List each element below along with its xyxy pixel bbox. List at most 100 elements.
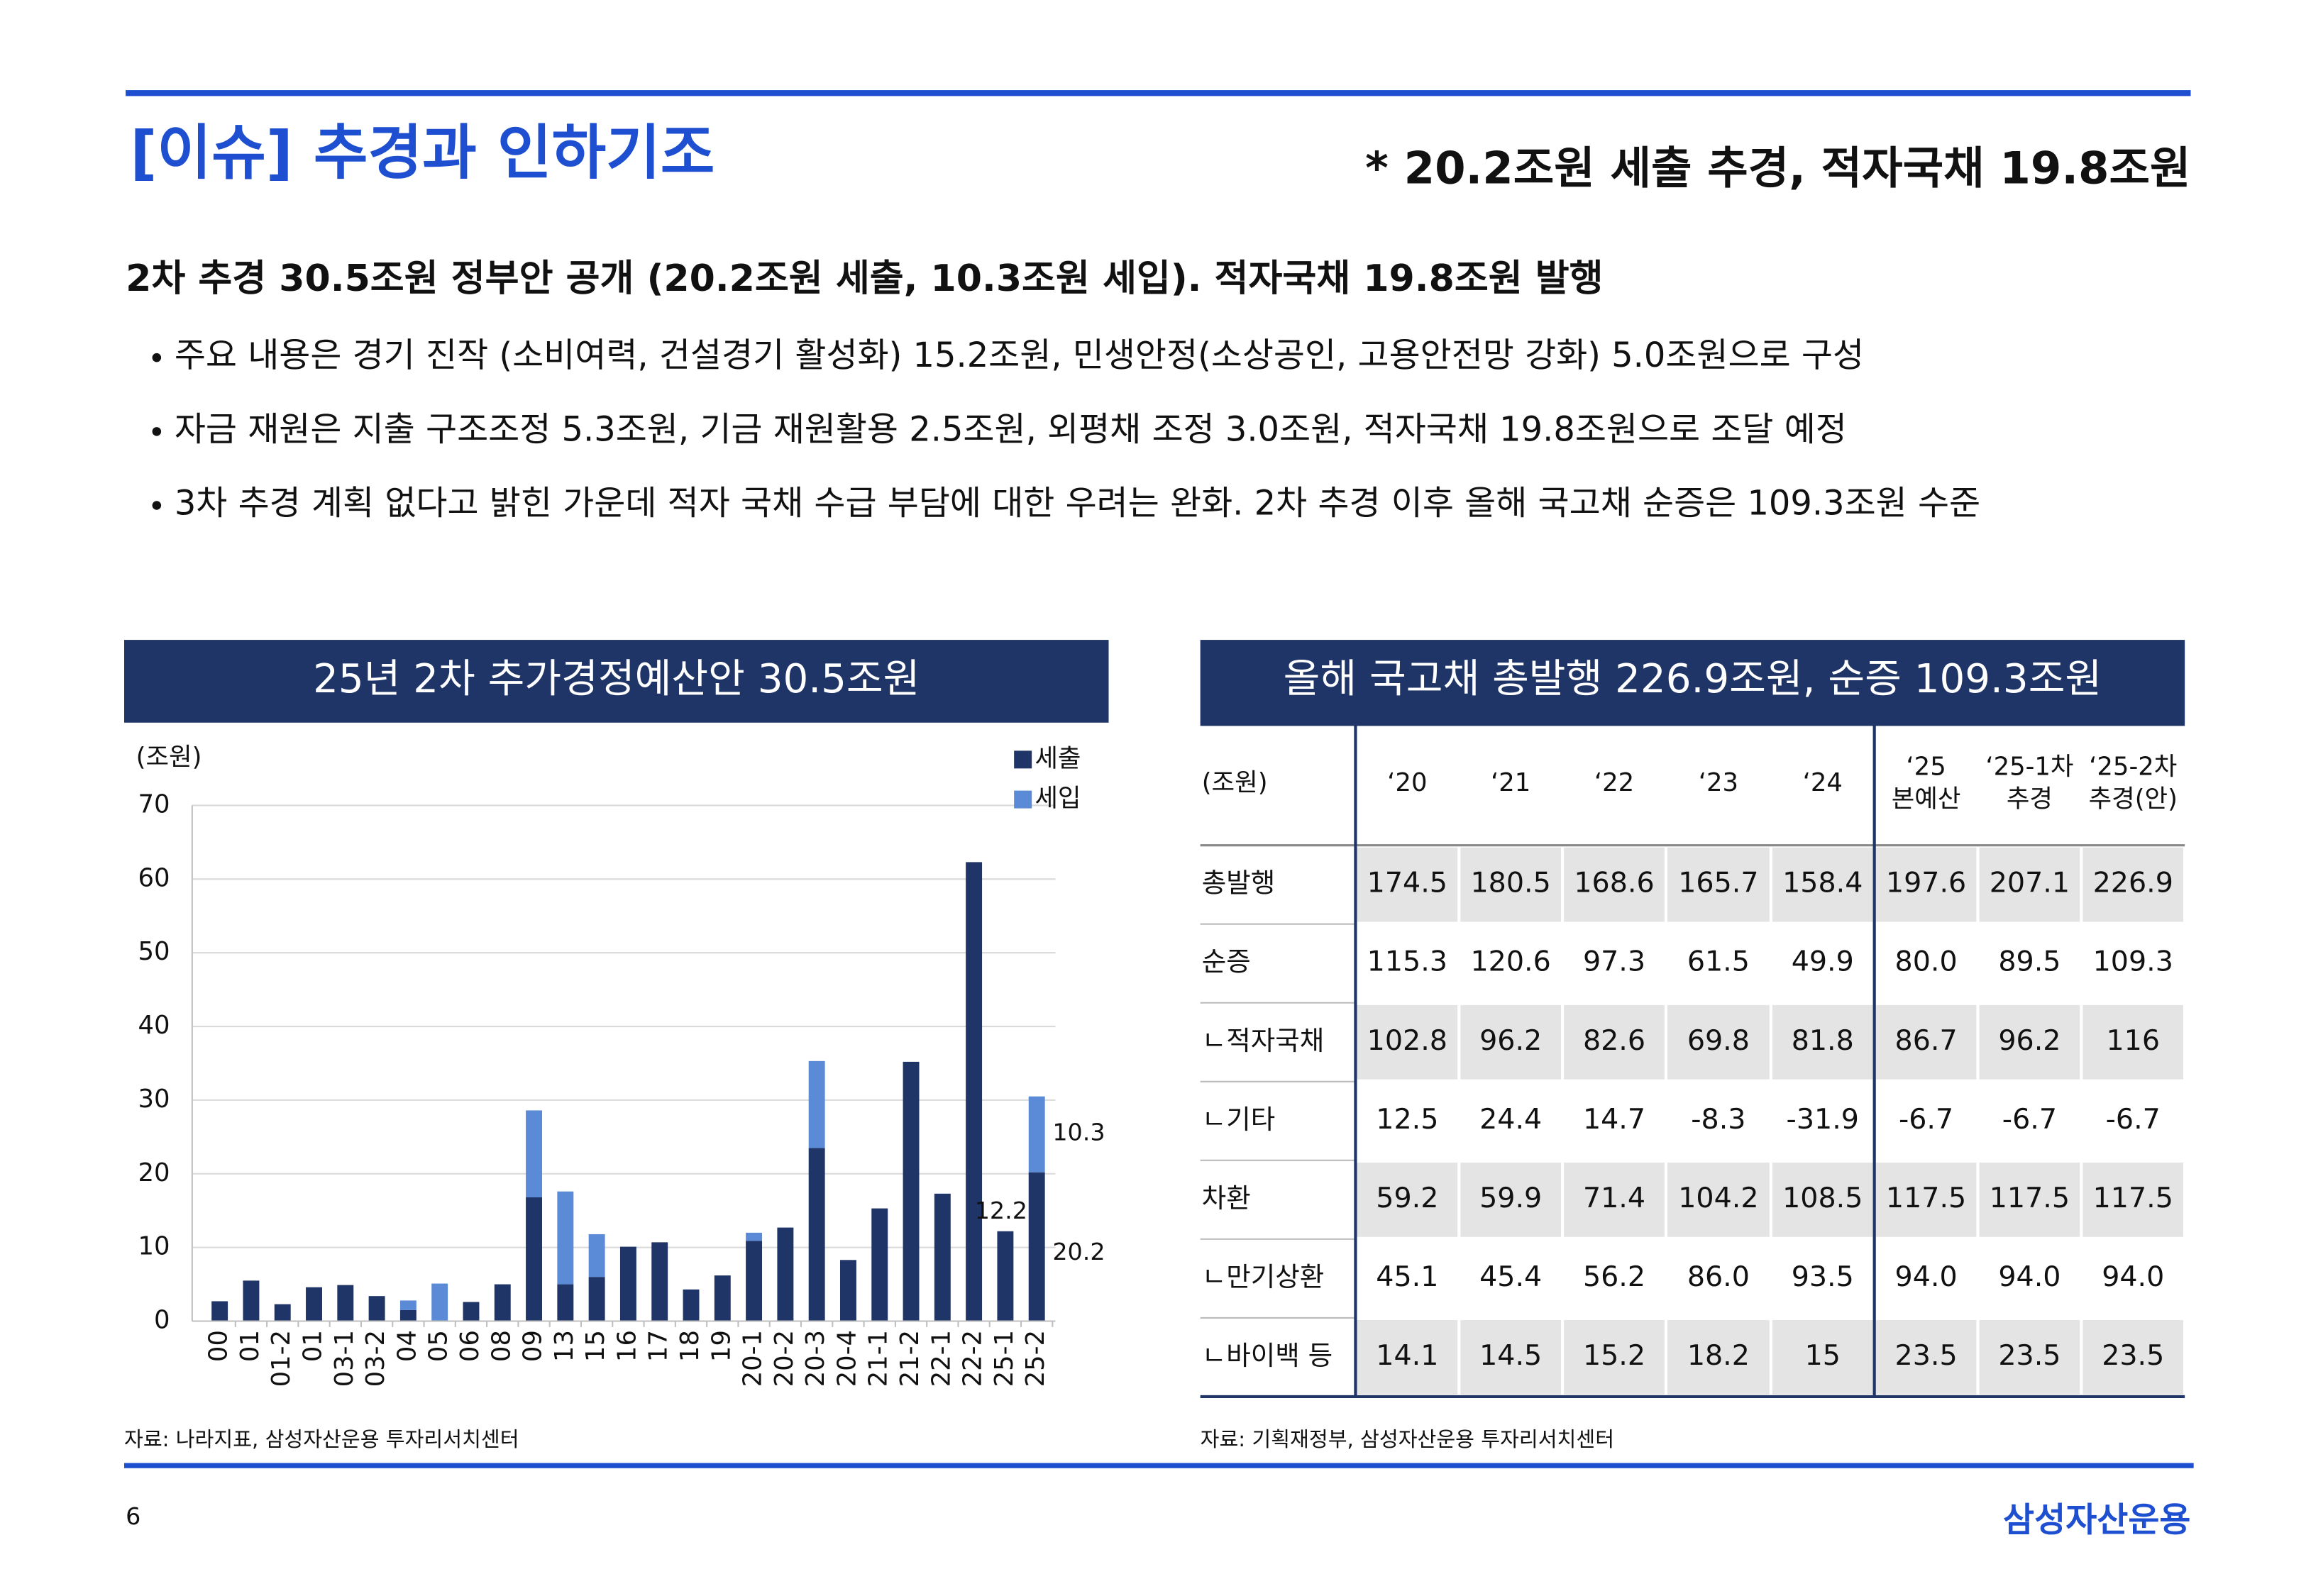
cell: 89.5 — [1998, 946, 2060, 978]
bar-segment — [966, 862, 983, 1321]
bar-segment — [211, 1301, 228, 1321]
x-tick-label: 17 — [644, 1330, 673, 1362]
cell: 86.7 — [1895, 1024, 1958, 1057]
header-cell: ‘25-1차 — [1985, 752, 2073, 781]
x-tick-label: 21-1 — [864, 1330, 893, 1387]
bar-segment — [839, 1260, 856, 1321]
cell-shade — [1772, 847, 1873, 922]
x-tick-label: 09 — [519, 1330, 548, 1362]
bar-segment — [526, 1197, 543, 1321]
cell: 61.5 — [1687, 946, 1750, 978]
bar-segment — [1028, 1096, 1045, 1173]
x-tick-label: 18 — [675, 1330, 705, 1362]
y-tick-label: 40 — [138, 1011, 170, 1040]
header-cell: ‘21 — [1491, 768, 1530, 797]
x-tick-label: 01 — [236, 1330, 265, 1362]
x-tick-label: 13 — [550, 1330, 579, 1362]
cell-shade — [1667, 1320, 1770, 1395]
legend-swatch — [1014, 750, 1032, 769]
cell-shade — [1460, 847, 1561, 922]
bullet-text: 3차 추경 계획 없다고 밝힌 가운데 적자 국채 수급 부담에 대한 우려는 … — [175, 484, 1980, 523]
cell: 97.3 — [1583, 946, 1645, 978]
header-cell: ‘25-2차 — [2089, 752, 2177, 781]
x-tick-label: 06 — [456, 1330, 485, 1362]
cell: 18.2 — [1687, 1339, 1750, 1372]
cell-shade — [1979, 1162, 2080, 1237]
cell-shade — [1357, 847, 1458, 922]
y-tick-label: 70 — [138, 789, 170, 819]
bar-segment — [746, 1241, 763, 1321]
header-cell: 본예산 — [1892, 785, 1961, 814]
cell: 165.7 — [1678, 867, 1758, 899]
bullet-text: 자금 재원은 지출 구조조정 5.3조원, 기금 재원활용 2.5조원, 외평채… — [175, 410, 1847, 449]
cell: 15.2 — [1583, 1339, 1645, 1372]
x-tick-label: 01 — [299, 1330, 328, 1362]
y-tick-label: 0 — [154, 1306, 170, 1335]
bar-segment — [808, 1148, 825, 1321]
data-label: 10.3 — [1052, 1118, 1105, 1146]
x-tick-label: 04 — [392, 1330, 421, 1362]
legend-swatch — [1014, 790, 1032, 809]
cell: 59.9 — [1479, 1182, 1542, 1214]
x-tick-label: 22-1 — [927, 1330, 956, 1387]
cell: 71.4 — [1583, 1182, 1645, 1214]
cell-shade — [1772, 1004, 1873, 1080]
chart-title-box — [124, 640, 1109, 723]
chart-title: 25년 2차 추가경정예산안 30.5조원 — [313, 656, 920, 702]
x-tick-label: 03-2 — [361, 1330, 390, 1387]
x-tick-label: 16 — [612, 1330, 641, 1362]
data-label: 20.2 — [1052, 1238, 1105, 1265]
y-tick-label: 10 — [138, 1232, 170, 1261]
cell: 117.5 — [2093, 1182, 2173, 1214]
cell-shade — [1667, 1004, 1770, 1080]
header-cell: (조원) — [1202, 768, 1268, 797]
cell-shade — [1460, 1320, 1561, 1395]
bar-segment — [463, 1302, 480, 1321]
row-label: 총발행 — [1202, 868, 1276, 899]
cell-shade — [1979, 1004, 2080, 1080]
cell: 94.0 — [1895, 1260, 1958, 1293]
cell: 80.0 — [1895, 946, 1958, 978]
cell-shade — [1875, 1004, 1977, 1080]
cell: -8.3 — [1691, 1103, 1745, 1136]
cell: 81.8 — [1792, 1024, 1854, 1057]
cell: 102.8 — [1367, 1024, 1447, 1057]
bullet-list: 주요 내용은 경기 진작 (소비여력, 건설경기 활성화) 15.2조원, 민생… — [152, 336, 1980, 523]
cell: 14.1 — [1376, 1339, 1438, 1372]
bar-segment — [588, 1277, 605, 1321]
cell: 109.3 — [2093, 946, 2173, 978]
table-title: 올해 국고채 총발행 226.9조원, 순증 109.3조원 — [1284, 656, 2102, 702]
cell-shade — [1564, 1004, 1665, 1080]
x-tick-label: 08 — [487, 1330, 516, 1362]
cell: 23.5 — [1998, 1339, 2060, 1372]
table-title-box — [1200, 640, 2185, 723]
page-title: [이슈] 추경과 인하기조 — [130, 118, 715, 187]
x-tick-label: 20-4 — [832, 1330, 861, 1387]
bar-segment — [714, 1275, 731, 1321]
table: 총발행 174.5 180.5 168.6 165.7 158.4 197.6 207.1 22… — [1200, 722, 2185, 1399]
bullet-dot — [152, 501, 162, 510]
cell-shade — [1875, 1162, 1977, 1237]
cell: -6.7 — [2002, 1103, 2057, 1136]
x-tick-label: 19 — [707, 1330, 736, 1362]
bar-segment — [306, 1287, 322, 1321]
cell-shade — [2082, 847, 2184, 922]
cell-shade — [1875, 847, 1977, 922]
cell: 108.5 — [1782, 1182, 1863, 1214]
cell: 56.2 — [1583, 1260, 1645, 1293]
y-tick-label: 50 — [138, 937, 170, 966]
x-tick-label: 20-3 — [801, 1330, 830, 1387]
cell: 168.6 — [1574, 867, 1654, 899]
cell: 104.2 — [1678, 1182, 1758, 1214]
cell: 12.5 — [1376, 1103, 1438, 1136]
bar-segment — [903, 1061, 920, 1321]
x-tick-label: 20-2 — [770, 1330, 799, 1387]
cell: 14.7 — [1583, 1103, 1645, 1136]
x-tick-label: 20-1 — [739, 1330, 768, 1387]
y-axis-label: (조원) — [136, 743, 202, 772]
cell-shade — [1667, 847, 1770, 922]
cell-shade — [1460, 1004, 1561, 1080]
bar-segment — [274, 1304, 291, 1321]
cell-shade — [1564, 847, 1665, 922]
